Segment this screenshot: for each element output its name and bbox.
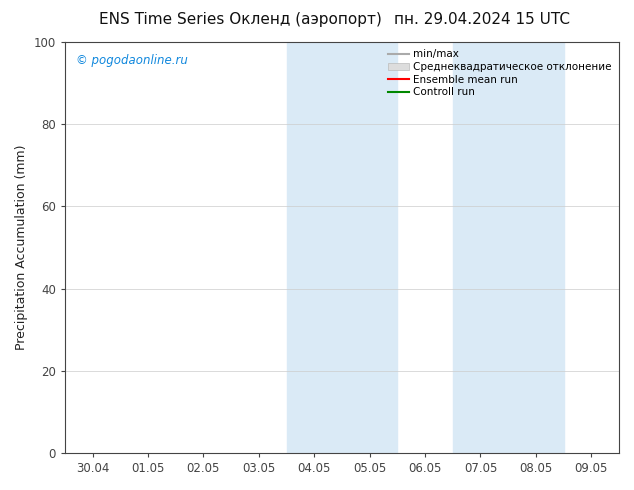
Legend: min/max, Среднеквадратическое отклонение, Ensemble mean run, Controll run: min/max, Среднеквадратическое отклонение…	[386, 47, 614, 99]
Bar	[287, 42, 398, 453]
Text: пн. 29.04.2024 15 UTC: пн. 29.04.2024 15 UTC	[394, 12, 570, 27]
Text: ENS Time Series Окленд (аэропорт): ENS Time Series Окленд (аэропорт)	[100, 12, 382, 27]
Y-axis label: Precipitation Accumulation (mm): Precipitation Accumulation (mm)	[15, 145, 28, 350]
Bar	[453, 42, 564, 453]
Text: © pogodaonline.ru: © pogodaonline.ru	[76, 54, 188, 68]
